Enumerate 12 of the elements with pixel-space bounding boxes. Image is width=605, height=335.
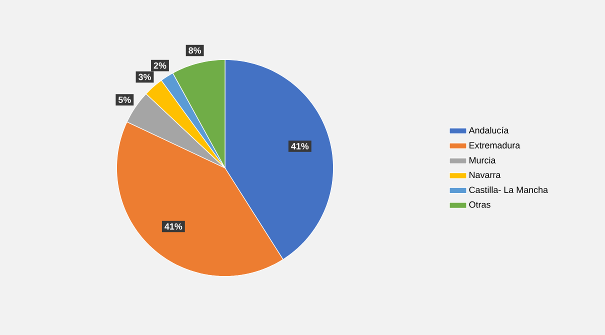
legend-label: Otras [469, 201, 490, 208]
data-label: 2% [154, 62, 166, 69]
data-label: 41% [291, 143, 309, 150]
data-label: 41% [164, 223, 182, 230]
legend-label: Castilla- La Mancha [469, 186, 548, 194]
data-label: 5% [118, 96, 131, 103]
legend-label: Navarra [470, 172, 501, 178]
legend-label: Andalucía [468, 126, 509, 134]
legend-label: Murcia [470, 156, 496, 164]
legend-label: Extremadura [470, 142, 520, 148]
data-label: 3% [138, 74, 152, 80]
data-label: 8% [188, 47, 202, 54]
